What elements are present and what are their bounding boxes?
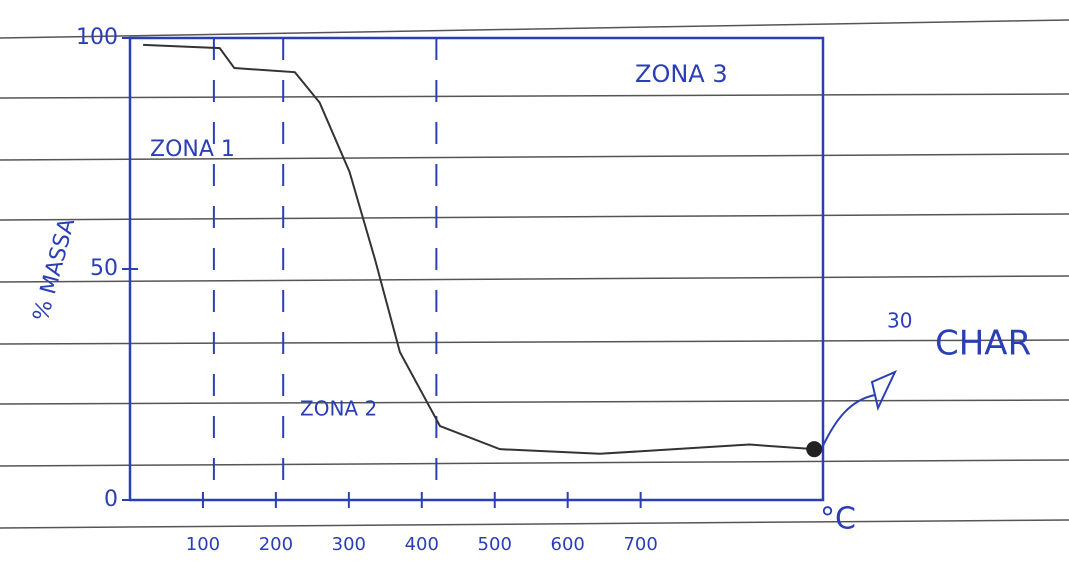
x-tick-label: 400 <box>405 534 439 555</box>
y-tick-label: 100 <box>76 25 118 50</box>
zone-label: ZONA 2 <box>300 397 377 421</box>
end-point <box>806 441 822 457</box>
y-axis-label: % MASSA <box>29 216 80 324</box>
curve <box>143 45 814 454</box>
x-axis-label: °C <box>820 502 856 537</box>
chart: °C % MASSA ZONA 1 ZONA 2 ZONA 3 30 CHAR … <box>0 0 1069 559</box>
x-tick-label: 500 <box>478 534 512 555</box>
notebook-lines <box>0 20 1069 528</box>
y-tick-label: 50 <box>90 256 118 281</box>
x-tick-label: 300 <box>332 534 366 555</box>
annotation: 30 <box>887 309 912 333</box>
zone-label: ZONA 1 <box>150 137 235 162</box>
arrow <box>822 395 875 448</box>
x-tick-label: 200 <box>259 534 293 555</box>
page: °C % MASSA ZONA 1 ZONA 2 ZONA 3 30 CHAR … <box>0 0 1069 563</box>
zone-label: ZONA 3 <box>635 60 728 88</box>
y-tick-label: 0 <box>104 487 118 512</box>
annotation: CHAR <box>935 324 1031 364</box>
x-tick-label: 600 <box>551 534 585 555</box>
x-tick-label: 100 <box>186 534 220 555</box>
x-tick-label: 700 <box>623 534 657 555</box>
plot-frame <box>130 38 823 500</box>
arrowhead <box>872 372 895 408</box>
